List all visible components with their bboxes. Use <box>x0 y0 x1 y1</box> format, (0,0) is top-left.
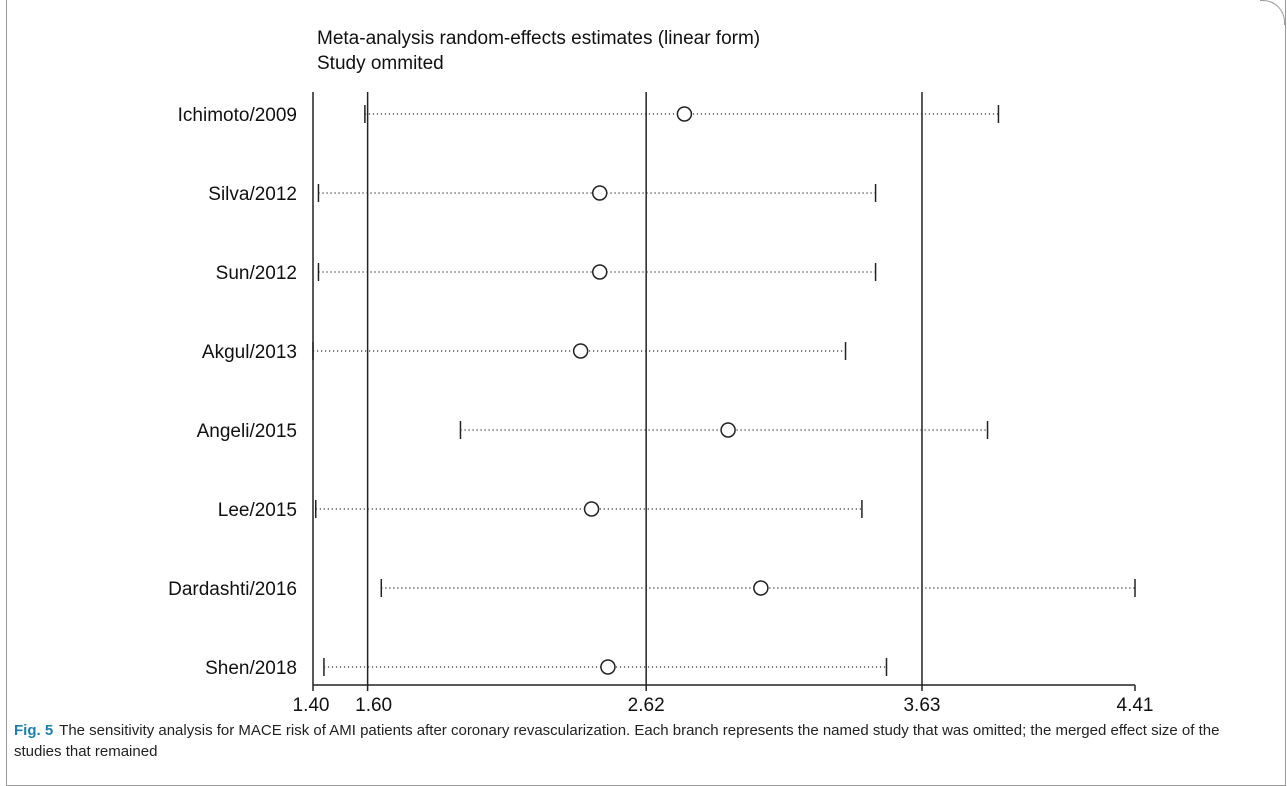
estimate-point <box>593 265 607 279</box>
estimate-point <box>593 186 607 200</box>
estimate-point <box>601 660 615 674</box>
study-label: Dardashti/2016 <box>168 579 297 600</box>
forest-plot: 1.40 1.60 2.62 3.63 4.41 Ichimoto/2009 Silva/2… <box>0 0 1287 715</box>
x-tick-label: 1.60 <box>355 695 392 715</box>
study-label: Ichimoto/2009 <box>178 105 297 126</box>
x-tick-label: 4.41 <box>1117 695 1154 715</box>
estimate-point <box>574 344 588 358</box>
figure-label: Fig. 5 <box>14 722 53 739</box>
caption-text: The sensitivity analysis for MACE risk o… <box>14 722 1219 760</box>
caption-rule <box>6 715 7 786</box>
study-label: Silva/2012 <box>208 184 297 205</box>
estimate-point <box>585 502 599 516</box>
figure-caption: Fig. 5 The sensitivity analysis for MACE … <box>14 720 1264 762</box>
study-label: Lee/2015 <box>218 500 297 521</box>
estimate-point <box>754 581 768 595</box>
x-tick-label: 1.40 <box>293 695 330 715</box>
study-label: Akgul/2013 <box>202 342 297 363</box>
estimate-point <box>677 107 691 121</box>
study-label: Shen/2018 <box>205 658 297 679</box>
study-label: Angeli/2015 <box>197 421 297 442</box>
study-label: Sun/2012 <box>216 263 297 284</box>
estimate-point <box>721 423 735 437</box>
x-tick-label: 2.62 <box>628 695 665 715</box>
x-tick-label: 3.63 <box>903 695 940 715</box>
